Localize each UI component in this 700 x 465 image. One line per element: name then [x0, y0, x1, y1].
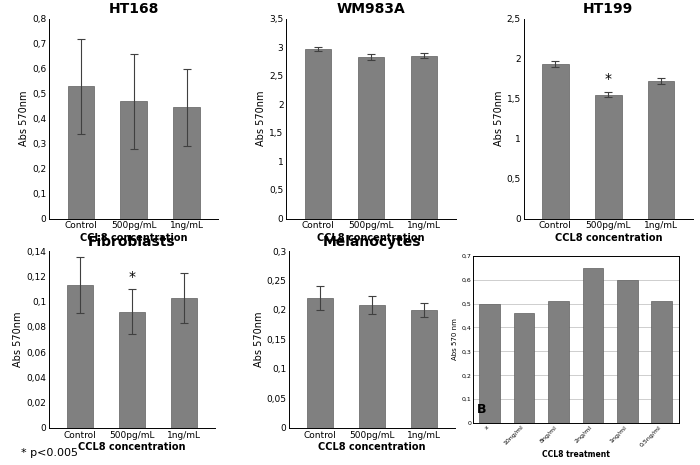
Bar — [411, 56, 438, 219]
Bar — [648, 81, 675, 219]
Bar — [411, 310, 437, 428]
Title: HT199: HT199 — [583, 2, 634, 16]
Bar — [582, 268, 603, 423]
Bar — [480, 304, 500, 423]
Bar — [171, 298, 197, 428]
X-axis label: CCL8 concentration: CCL8 concentration — [80, 233, 188, 243]
Title: Fibroblasts: Fibroblasts — [88, 234, 176, 249]
Bar — [67, 86, 94, 219]
Bar — [359, 306, 385, 428]
X-axis label: CCL8 concentration: CCL8 concentration — [554, 233, 662, 243]
Y-axis label: Abs 570nm: Abs 570nm — [253, 312, 264, 367]
Y-axis label: Abs 570nm: Abs 570nm — [19, 91, 29, 146]
Bar — [514, 313, 535, 423]
Bar — [307, 298, 333, 428]
Bar — [548, 301, 569, 423]
Bar — [174, 107, 200, 219]
Text: *: * — [605, 72, 612, 86]
Bar — [304, 49, 331, 219]
Bar — [542, 64, 568, 219]
Y-axis label: Abs 570nm: Abs 570nm — [13, 312, 23, 367]
Y-axis label: Abs 570nm: Abs 570nm — [256, 91, 267, 146]
Y-axis label: Abs 570 nm: Abs 570 nm — [452, 319, 458, 360]
X-axis label: CCL8 concentration: CCL8 concentration — [317, 233, 425, 243]
Title: WM983A: WM983A — [337, 2, 405, 16]
Bar — [595, 94, 622, 219]
Bar — [67, 285, 93, 428]
Text: * p<0.005: * p<0.005 — [21, 448, 78, 458]
Y-axis label: Abs 570nm: Abs 570nm — [494, 91, 504, 146]
Bar — [120, 101, 147, 219]
Bar — [652, 301, 672, 423]
X-axis label: CCL8 concentration: CCL8 concentration — [318, 442, 426, 452]
Title: Melanocytes: Melanocytes — [323, 234, 421, 249]
Text: B: B — [477, 404, 486, 417]
Title: HT168: HT168 — [108, 2, 159, 16]
Text: *: * — [128, 270, 135, 284]
Bar — [119, 312, 145, 428]
X-axis label: CCL8 concentration: CCL8 concentration — [78, 442, 186, 452]
X-axis label: CCL8 treatment: CCL8 treatment — [542, 451, 610, 459]
Bar — [358, 57, 384, 219]
Bar — [617, 279, 638, 423]
